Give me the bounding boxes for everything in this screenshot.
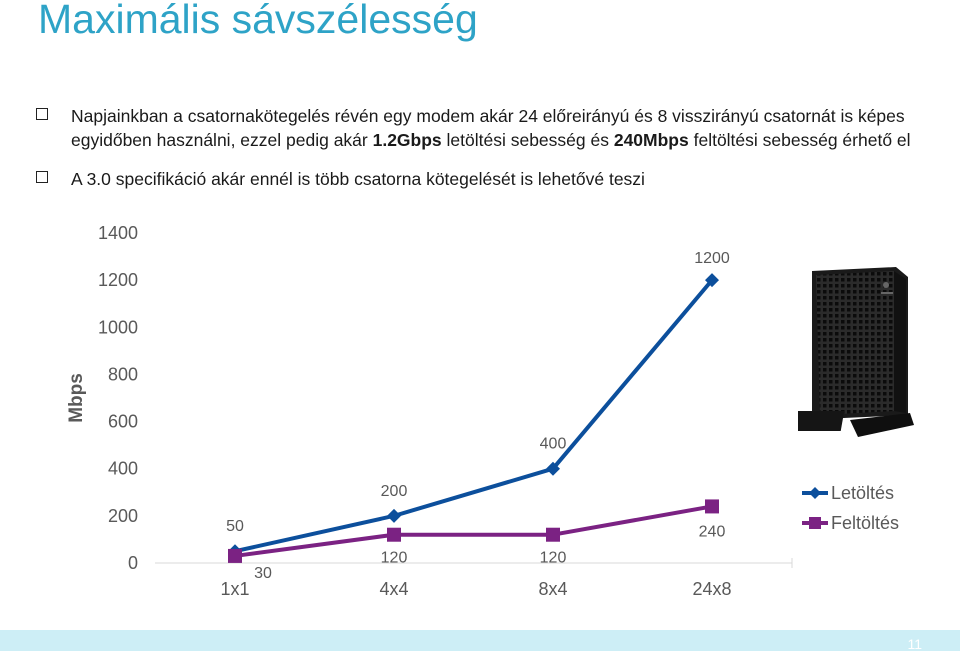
y-tick-label: 400 [108, 459, 138, 479]
x-tick-label: 4x4 [379, 579, 408, 599]
slide-title: Maximális sávszélesség [38, 0, 478, 42]
bullet-text: A 3.0 specifikáció akár ennél is több cs… [71, 169, 645, 189]
page-number: 11 [907, 636, 922, 652]
data-label: 240 [699, 523, 726, 540]
x-tick-label: 24x8 [692, 579, 731, 599]
series-line [234, 504, 713, 558]
data-label: 1200 [694, 250, 730, 267]
legend-line-diamond-icon [802, 487, 828, 499]
data-point-square [705, 499, 719, 514]
y-axis-title: Mbps [66, 373, 87, 423]
y-tick-label: 0 [128, 553, 138, 573]
y-tick-label: 200 [108, 506, 138, 526]
y-tick-label: 1400 [98, 223, 138, 243]
checkbox-bullet-icon [36, 171, 48, 183]
bandwidth-line-chart: 0 200 400 600 800 1000 1200 1400 Mbps 1x1 4x4 8x4 24… [66, 223, 793, 599]
data-label: 120 [381, 550, 408, 567]
bullet-list: Napjainkban a csatornakötegelés révén eg… [35, 104, 935, 206]
data-label: 30 [254, 565, 272, 582]
bullet-item: A 3.0 specifikáció akár ennél is több cs… [35, 167, 935, 191]
legend-label: Letöltés [831, 483, 895, 503]
chart-legend: Letöltés Feltöltés [802, 481, 899, 541]
y-tick-label: 1000 [98, 317, 138, 337]
bullet-text: Napjainkban a csatornakötegelés révén eg… [71, 106, 911, 150]
legend-item-download: Letöltés [802, 481, 899, 511]
legend-line-square-icon [802, 517, 828, 529]
bullet-item: Napjainkban a csatornakötegelés révén eg… [35, 104, 935, 152]
data-label: 120 [540, 550, 567, 567]
checkbox-bullet-icon [36, 108, 48, 120]
data-point-diamond [387, 508, 401, 523]
y-tick-label: 800 [108, 364, 138, 384]
data-point-diamond [546, 461, 560, 476]
data-point-square [387, 527, 401, 542]
data-label: 400 [540, 436, 567, 453]
y-tick-label: 1200 [98, 270, 138, 290]
legend-label: Feltöltés [831, 513, 900, 533]
footer-bar [0, 630, 960, 651]
data-label: 50 [226, 518, 244, 535]
data-point-square [228, 548, 242, 563]
series-line [234, 278, 714, 554]
x-tick-label: 1x1 [220, 579, 249, 599]
data-point-diamond [705, 273, 719, 288]
legend-item-upload: Feltöltés [802, 511, 899, 541]
y-tick-label: 600 [108, 412, 138, 432]
data-point-square [546, 527, 560, 542]
cable-modem-image [798, 267, 914, 437]
x-tick-label: 8x4 [538, 579, 567, 599]
data-label: 200 [381, 483, 408, 500]
